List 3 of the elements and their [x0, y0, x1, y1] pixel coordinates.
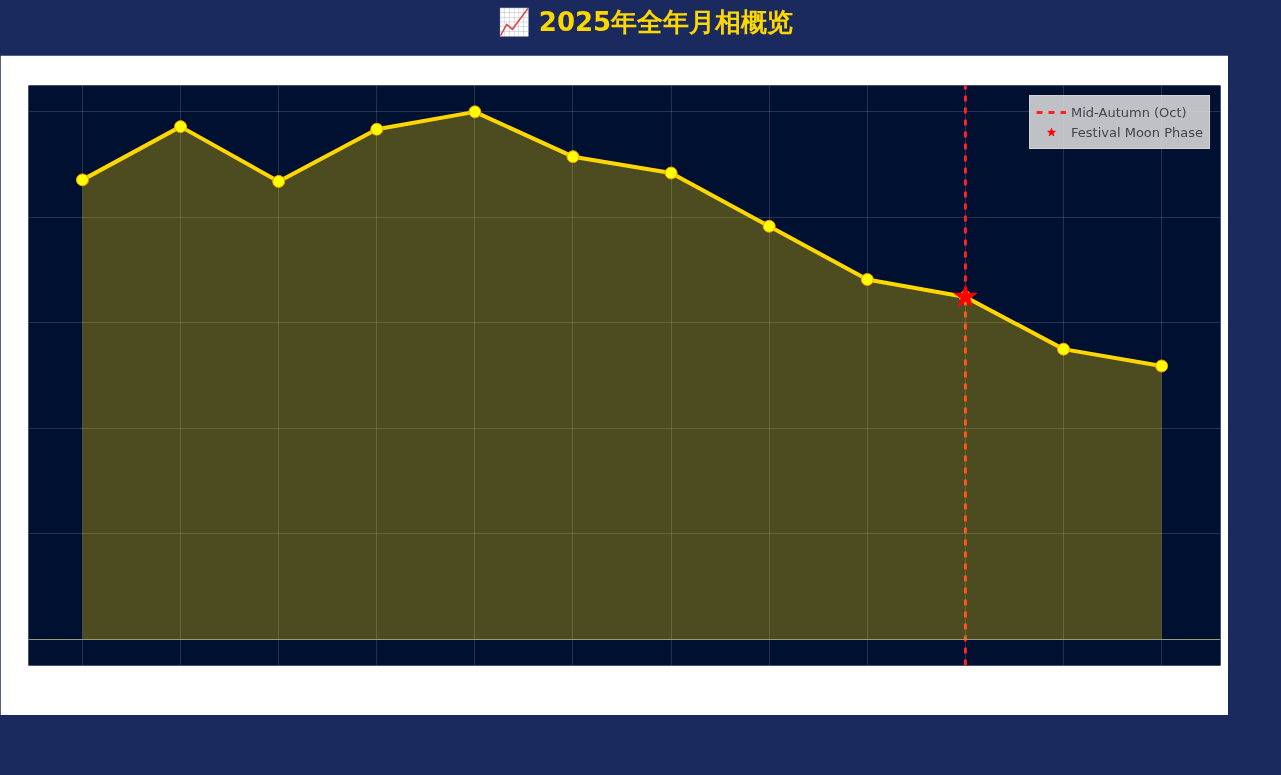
chart-title: 📈 2025年全年月相概览 — [496, 6, 795, 39]
text: Mid-Autumn (Oct) — [1071, 104, 1187, 120]
legend-label: Festival Moon Phase — [1071, 124, 1203, 140]
